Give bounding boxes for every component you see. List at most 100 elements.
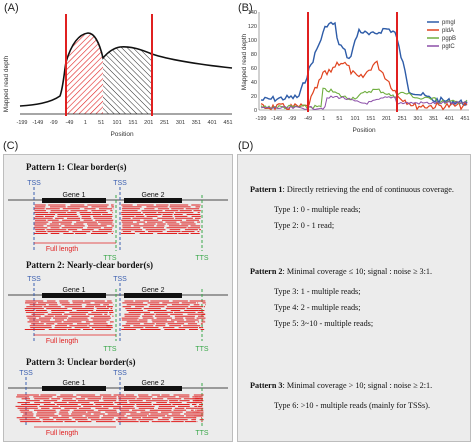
pattern-3-rule: : Minimal coverage > 10; signal : noise …	[282, 381, 433, 390]
panel-b-series-pgpb	[260, 87, 468, 110]
x-tick-label: 201	[144, 120, 153, 126]
panel-a-chart: Mapped read depth -199 -149 -99 -49 1 51 101 15…	[3, 14, 233, 138]
panel-a-xlabel: Position	[110, 131, 134, 138]
x-tick-label: 1	[322, 116, 325, 122]
y-tick-label: 40	[251, 80, 257, 86]
x-tick-label: 451	[460, 116, 469, 122]
x-tick-label: -149	[32, 120, 43, 126]
gene-1-label: Gene 1	[63, 287, 86, 294]
pattern-2-diagram: Gene 1 Gene 2 TSS TSS TTS TTS Full lengt…	[8, 276, 228, 353]
gene-2-bar	[124, 386, 182, 391]
panel-b-yticks: 0 20 40 60 80 100 120 140	[248, 10, 257, 114]
panel-c-diagram: Gene 1 Gene 2 TSS TSS TTS TTS Full lengt…	[8, 180, 228, 437]
x-tick-label: -99	[50, 120, 58, 126]
type-1: Type 1: 0 - multiple reads;	[274, 205, 361, 214]
pattern-1-description: Pattern 1: Directly retrieving the end o…	[250, 185, 454, 194]
gene-1-bar	[42, 198, 106, 203]
gene-1-label: Gene 1	[63, 192, 86, 199]
panel-a-letter: (A)	[4, 2, 19, 14]
x-tick-label: 351	[429, 116, 438, 122]
x-tick-label: 151	[128, 120, 137, 126]
gene-2-label: Gene 2	[142, 192, 165, 199]
pattern-1-diagram: Gene 1 Gene 2 TSS TSS TTS TTS Full lengt…	[8, 180, 228, 262]
gene-2-label: Gene 2	[142, 287, 165, 294]
panel-d: Pattern 1: Directly retrieving the end o…	[237, 154, 471, 442]
pattern-1-heading: Pattern 1	[250, 185, 283, 194]
panel-b-xticks: -199 -149 -99 -49 1 51 101 151 201 251 301 351 401 45…	[255, 116, 469, 122]
panel-b-legend: pmgI pldA pgpB pgtC	[427, 20, 456, 50]
pattern-3-description: Pattern 3: Minimal coverage > 10; signal…	[250, 381, 432, 390]
type-4: Type 4: 2 - multiple reads;	[274, 303, 361, 312]
panel-a-ylabel: Mapped read depth	[3, 55, 10, 112]
panel-d-letter: (D)	[238, 140, 254, 152]
tss-1-label: TSS	[27, 276, 41, 283]
panel-b-ylabel: Mapped read depth	[241, 33, 248, 90]
full-length-label: Full length	[46, 430, 78, 437]
type-2: Type 2: 0 - 1 read;	[274, 221, 335, 230]
pattern-3-reads	[15, 394, 204, 423]
gene-1-bar	[42, 386, 106, 391]
x-tick-label: -199	[16, 120, 27, 126]
panel-a-body-hatch	[103, 46, 152, 114]
pattern-3-heading: Pattern 3	[250, 381, 283, 390]
panel-b-letter: (B)	[238, 2, 253, 14]
panel-b-series-pgtc	[260, 95, 468, 111]
x-tick-label: 301	[413, 116, 422, 122]
y-tick-label: 100	[248, 38, 257, 44]
tss-2-label: TSS	[113, 370, 127, 377]
tts-1-label: TTS	[103, 346, 117, 353]
y-tick-label: 80	[251, 52, 257, 58]
pattern-2-reads	[24, 300, 206, 330]
full-length-label: Full length	[46, 246, 78, 253]
y-tick-label: 140	[248, 10, 257, 16]
x-tick-label: 301	[176, 120, 185, 126]
type-5: Type 5: 3~10 - multiple reads;	[274, 319, 374, 328]
tts-1-label: TTS	[195, 430, 209, 437]
x-tick-label: 101	[351, 116, 360, 122]
y-tick-label: 0	[254, 108, 257, 114]
pattern-3-diagram: Gene 1 Gene 2 TSS TSS TTS Full length	[8, 370, 228, 437]
gene-2-bar	[124, 198, 182, 203]
tts-2-label: TTS	[195, 346, 209, 353]
x-tick-label: 151	[366, 116, 375, 122]
x-tick-label: 51	[98, 120, 104, 126]
tts-2-label: TTS	[195, 255, 209, 262]
x-tick-label: -149	[271, 116, 282, 122]
pattern-1-title: Pattern 1: Clear border(s)	[26, 162, 127, 172]
type-3: Type 3: 1 - multiple reads;	[274, 287, 361, 296]
legend-label-pmgi: pmgI	[442, 20, 456, 26]
x-tick-label: -49	[66, 120, 74, 126]
full-length-label: Full length	[46, 338, 78, 345]
pattern-1-reads	[34, 204, 201, 234]
panel-c-letter: (C)	[3, 140, 19, 152]
x-tick-label: -199	[255, 116, 266, 122]
panel-b-series-plda	[260, 60, 468, 111]
x-tick-label: 1	[84, 120, 87, 126]
tss-1-label: TSS	[27, 180, 41, 187]
panel-c: Pattern 1: Clear border(s) Pattern 2: Ne…	[3, 154, 233, 442]
x-tick-label: 351	[192, 120, 201, 126]
pattern-2-title: Pattern 2: Nearly-clear border(s)	[26, 260, 154, 270]
panel-a-xticks: -199 -149 -99 -49 1 51 101 151 201 251 301 351 401 45…	[16, 120, 232, 126]
x-tick-label: 201	[382, 116, 391, 122]
tss-2-label: TSS	[113, 276, 127, 283]
tts-1-label: TTS	[103, 255, 117, 262]
x-tick-label: 51	[336, 116, 342, 122]
tss-2-label: TSS	[113, 180, 127, 187]
x-tick-label: 401	[445, 116, 454, 122]
gene-2-bar	[124, 293, 182, 298]
x-tick-label: 401	[208, 120, 217, 126]
legend-label-pgtc: pgtC	[442, 44, 455, 50]
gene-2-label: Gene 2	[142, 380, 165, 387]
panel-b-series-pmgi	[260, 21, 468, 107]
panel-a-tss-hatch	[66, 33, 103, 114]
x-tick-label: 451	[223, 120, 232, 126]
y-tick-label: 20	[251, 94, 257, 100]
panel-b-chart: Mapped read depth 0 20 40 60 80 100 120 140 -19…	[241, 10, 470, 134]
gene-1-label: Gene 1	[63, 380, 86, 387]
pattern-2-heading: Pattern 2	[250, 267, 283, 276]
pattern-2-description: Pattern 2: Minimal coverage ≤ 10; signal…	[250, 267, 432, 276]
x-tick-label: -49	[304, 116, 312, 122]
y-tick-label: 120	[248, 24, 257, 30]
tss-1-label: TSS	[19, 370, 33, 377]
